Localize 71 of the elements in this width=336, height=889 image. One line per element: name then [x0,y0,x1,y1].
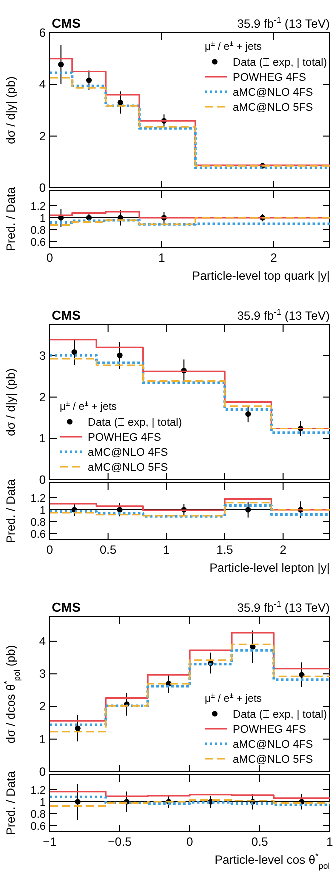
y-tick-label: 3 [39,349,46,363]
y-tick-label: 1.2 [30,493,46,505]
y-tick-label: 1 [40,797,46,809]
y-tick-label: 4 [39,634,46,648]
point [246,411,252,418]
x-tick-label: 1 [163,543,170,557]
legend-label: Data (⌶ exp, | total) [233,709,328,721]
y-tick-label: 2 [39,700,46,714]
legend-label: aMC@NLO 4FS [233,739,314,751]
x-tick-label: 0 [186,835,194,849]
legend-title: μ$^{±}$ / e$^{±}$ + jets [205,38,262,53]
point [58,62,64,68]
y-tick-label: 2 [39,129,46,144]
chart-title: CMS [52,16,82,31]
y-tick-label: 1 [40,505,46,517]
chart-title: CMS [52,308,82,323]
chart-subtitle: 35.9 fb$^{-1}$ (13 TeV) [237,599,330,615]
y-tick-label: 0.8 [30,809,46,821]
y-tick-label: 4 [39,78,46,92]
legend-label: Data (⌶ exp, | total) [233,57,328,69]
point [72,349,78,356]
point [75,726,81,732]
y-axis-title: dσ / d|y| (pb) [4,76,18,144]
point [118,100,124,106]
y-axis-title: Pred. / Data [4,771,18,836]
point [117,352,123,358]
y-tick-label: 1.2 [30,201,46,213]
y-tick-label: 6 [39,26,46,40]
legend-label: POWHEG 4FS [233,724,306,736]
x-tick-label: −0.5 [108,835,132,849]
legend-label: aMC@NLO 5FS [233,102,314,114]
y-tick-label: 1 [40,213,46,225]
legend-label: aMC@NLO 5FS [233,754,314,766]
x-tick-label: 2 [270,251,278,265]
point [86,78,92,84]
x-tick-label: −1 [43,835,58,849]
y-axis-title: dσ / d|y| (pb) [4,368,18,436]
y-tick-label: 1 [39,732,46,746]
y-tick-label: 3 [39,667,46,682]
legend-label: Data (⌶ exp, | total) [88,417,182,429]
x-tick-label: 1 [158,251,166,265]
x-tick-label: 0.5 [252,835,269,849]
y-tick-label: 0.8 [30,517,46,529]
legend-label: aMC@NLO 4FS [88,447,168,459]
chart-subtitle: 35.9 fb$^{-1}$ (13 TeV) [237,307,330,323]
chart-title: CMS [52,600,82,615]
y-tick-label: 2 [39,390,46,404]
legend-label: aMC@NLO 5FS [88,462,168,474]
x-axis-title: Particle-level lepton |y| [210,561,330,575]
legend-title: μ$^{±}$ / e$^{±}$ + jets [60,398,118,413]
legend-label: POWHEG 4FS [233,72,306,84]
x-tick-label: 0.5 [100,543,117,557]
x-tick-label: 2 [280,543,287,557]
x-tick-label: 1 [326,835,334,849]
y-tick-label: 0 [39,181,46,195]
y-tick-label: 0.6 [30,821,46,833]
y-axis-title: Pred. / Data [4,187,18,252]
y-tick-label: 1 [39,432,46,446]
legend-title: μ$^{±}$ / e$^{±}$ + jets [205,690,262,705]
y-axis-title: Pred. / Data [4,479,18,544]
y-tick-label: 0.6 [30,237,46,249]
y-tick-label: 0 [39,765,46,779]
x-tick-label: 1.5 [216,543,234,557]
y-tick-label: 0.8 [30,225,46,237]
chart-subtitle: 35.9 fb$^{-1}$ (13 TeV) [237,15,330,31]
y-tick-label: 0 [39,473,46,487]
x-axis-title: Particle-level top quark |y| [192,269,330,283]
y-tick-label: 0.6 [30,529,46,541]
y-tick-label: 1.2 [30,785,46,797]
legend-label: aMC@NLO 4FS [233,87,314,99]
legend-label: POWHEG 4FS [88,432,162,444]
